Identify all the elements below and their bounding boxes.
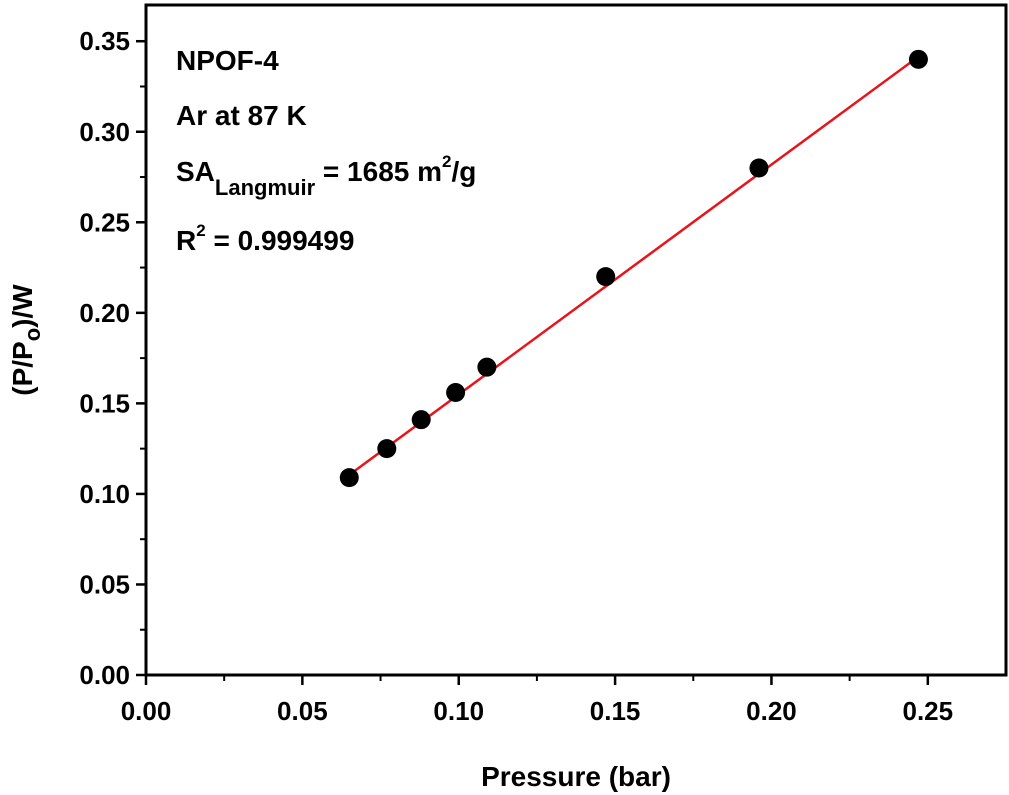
y-tick-label: 0.30	[79, 117, 130, 147]
annotation-r-squared: R2 = 0.999499	[176, 221, 354, 256]
data-point	[596, 267, 616, 287]
data-point	[908, 49, 928, 69]
x-tick-label: 0.05	[277, 696, 328, 726]
x-tick-label: 0.20	[746, 696, 797, 726]
axis-ticks: 0.00 0.05 0.10 0.15 0.20 0.25 0.00 0.05 0.10 0.15…	[79, 26, 953, 726]
x-axis-title: Pressure (bar)	[481, 761, 671, 792]
annotation-sample: NPOF-4	[176, 45, 279, 76]
y-tick-label: 0.25	[79, 207, 130, 237]
data-point	[339, 468, 359, 488]
y-tick-label: 0.10	[79, 479, 130, 509]
y-tick-label: 0.00	[79, 660, 130, 690]
y-axis-title: (P/Po)/W	[7, 284, 45, 396]
annotation-surface-area: SALangmuir = 1685 m2/g	[176, 152, 476, 200]
annotation-gas: Ar at 87 K	[176, 100, 307, 131]
y-tick-label: 0.15	[79, 388, 130, 418]
data-point	[377, 439, 397, 459]
y-tick-label: 0.35	[79, 26, 130, 56]
y-tick-label: 0.05	[79, 569, 130, 599]
data-point	[411, 410, 431, 430]
x-tick-label: 0.00	[121, 696, 172, 726]
data-point	[477, 357, 497, 377]
plot-frame	[144, 3, 1008, 677]
x-tick-label: 0.25	[903, 696, 954, 726]
fit-line-layer	[348, 55, 920, 476]
data-point	[446, 383, 466, 403]
x-tick-label: 0.10	[433, 696, 484, 726]
x-tick-label: 0.15	[590, 696, 641, 726]
data-points	[339, 49, 928, 488]
linear-fit-line	[348, 55, 920, 476]
data-point	[749, 158, 769, 178]
y-tick-label: 0.20	[79, 298, 130, 328]
